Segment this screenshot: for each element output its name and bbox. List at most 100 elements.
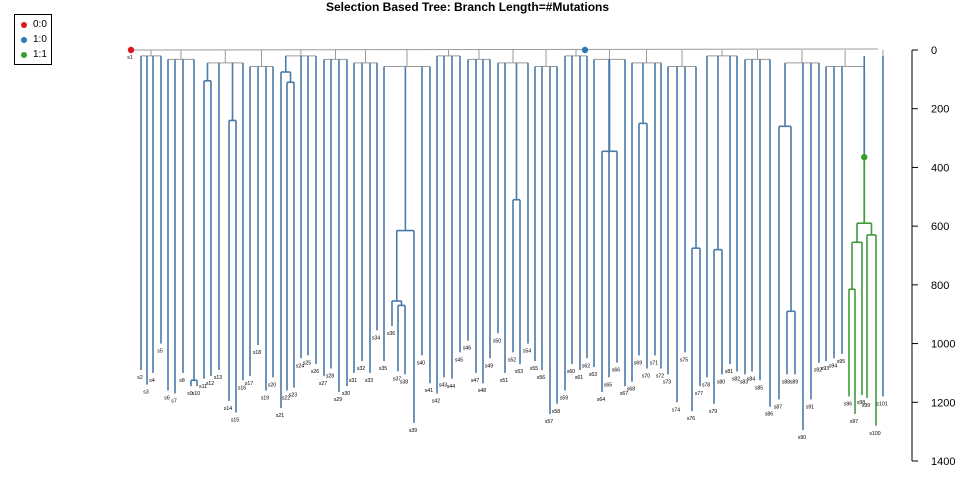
- tip-label: s73: [663, 379, 671, 385]
- legend-item-0: 0:0: [21, 17, 51, 32]
- legend: 0:0 1:0 1:1: [14, 14, 52, 65]
- tip-label: s65: [604, 382, 612, 388]
- tip-label: s57: [545, 419, 553, 425]
- tip-label: s5: [157, 349, 163, 355]
- tip-label: s18: [253, 350, 261, 356]
- tip-label: s64: [597, 397, 605, 403]
- tip-label: s48: [478, 388, 486, 394]
- legend-label: 0:0: [33, 19, 47, 30]
- tip-label: s68: [627, 387, 635, 393]
- tip-label: s31: [349, 378, 357, 384]
- tip-label: s38: [400, 379, 408, 385]
- tip-label: s20: [268, 382, 276, 388]
- state-change-marker: [581, 46, 589, 54]
- legend-label: 1:0: [33, 34, 47, 45]
- tip-label: s78: [702, 382, 710, 388]
- tip-label: s88: [782, 379, 790, 385]
- tip-label: s11: [199, 384, 207, 390]
- tip-label: s97: [850, 419, 858, 425]
- legend-item-2: 1:1: [21, 47, 51, 62]
- tip-label: s56: [537, 375, 545, 381]
- tip-label: s99: [862, 403, 870, 409]
- tip-label: s22: [282, 396, 290, 402]
- tip-label: s51: [500, 378, 508, 384]
- tip-label: s34: [372, 335, 380, 341]
- tip-label: s60: [567, 369, 575, 375]
- tip-label: s21: [276, 413, 284, 419]
- tip-label: s92: [814, 368, 822, 374]
- tip-label: s32: [357, 366, 365, 372]
- tip-label: s71: [650, 360, 658, 366]
- tip-label: s24: [296, 363, 304, 369]
- tip-label: s66: [612, 368, 620, 374]
- legend-dot-icon: [21, 36, 27, 43]
- tip-label: s84: [747, 376, 755, 382]
- tip-label: s35: [379, 366, 387, 372]
- tip-label: s100: [869, 431, 880, 437]
- tip-label: s1: [127, 55, 133, 61]
- tip-label: s82: [732, 376, 740, 382]
- tip-label: s83: [740, 379, 748, 385]
- tip-label: s67: [620, 391, 628, 397]
- tip-label: s96: [844, 401, 852, 407]
- tip-label: s40: [417, 360, 425, 366]
- tip-label: s76: [687, 416, 695, 422]
- tip-label: s46: [463, 346, 471, 352]
- tip-label: s6: [164, 396, 170, 402]
- tip-label: s9: [187, 391, 193, 397]
- tip-label: s75: [680, 357, 688, 363]
- tip-label: s44: [447, 384, 455, 390]
- tip-label: s91: [806, 404, 814, 410]
- tip-label: s39: [409, 428, 417, 434]
- tip-label: s98: [857, 400, 865, 406]
- root-connector: [130, 48, 879, 51]
- root-state-marker: [127, 46, 135, 54]
- tip-label: s25: [303, 360, 311, 366]
- tip-label: s55: [530, 366, 538, 372]
- tip-label: s89: [790, 379, 798, 385]
- tip-label: s52: [508, 357, 516, 363]
- tip-label: s47: [471, 378, 479, 384]
- axis-tick-label: 1000: [931, 339, 955, 351]
- tip-label: s17: [245, 381, 253, 387]
- tip-label: s29: [334, 397, 342, 403]
- tip-label: s59: [560, 396, 568, 402]
- tip-label: s27: [319, 381, 327, 387]
- tip-label: s41: [425, 388, 433, 394]
- state-change-marker: [861, 153, 868, 161]
- tip-label: s61: [575, 375, 583, 381]
- tip-label: s63: [589, 372, 597, 378]
- tip-label: s87: [774, 404, 782, 410]
- tip-label: s3: [143, 390, 149, 396]
- tip-label: s16: [238, 385, 246, 391]
- tip-label: s4: [149, 378, 155, 384]
- tip-label: s33: [365, 378, 373, 384]
- axis-tick-label: 200: [931, 104, 949, 116]
- tip-label: s2: [137, 375, 143, 381]
- tip-label: s49: [485, 363, 493, 369]
- legend-item-1: 1:0: [21, 32, 51, 47]
- tip-label: s7: [171, 398, 177, 404]
- tip-label: s81: [725, 369, 733, 375]
- chart-title: Selection Based Tree: Branch Length=#Mut…: [325, 0, 610, 14]
- tip-label: s70: [642, 374, 650, 380]
- tip-label: s37: [393, 376, 401, 382]
- tip-label: s101: [876, 401, 887, 407]
- tip-label: s94: [829, 363, 837, 369]
- axis-tick-label: 400: [931, 162, 949, 174]
- axis-tick-label: 600: [931, 221, 949, 233]
- tip-label: s28: [326, 374, 334, 380]
- legend-dot-icon: [21, 51, 27, 58]
- tip-label: s15: [231, 418, 239, 424]
- tip-label: s42: [432, 398, 440, 404]
- tip-label: s12: [206, 381, 214, 387]
- tip-label: s58: [552, 409, 560, 415]
- tip-label: s95: [837, 359, 845, 365]
- tip-label: s85: [755, 385, 763, 391]
- tip-label: s50: [493, 338, 501, 344]
- tip-label: s69: [634, 360, 642, 366]
- tip-label: s30: [342, 391, 350, 397]
- axis-tick-label: 1200: [931, 397, 955, 409]
- tip-label: s90: [798, 435, 806, 441]
- tip-label: s93: [821, 366, 829, 372]
